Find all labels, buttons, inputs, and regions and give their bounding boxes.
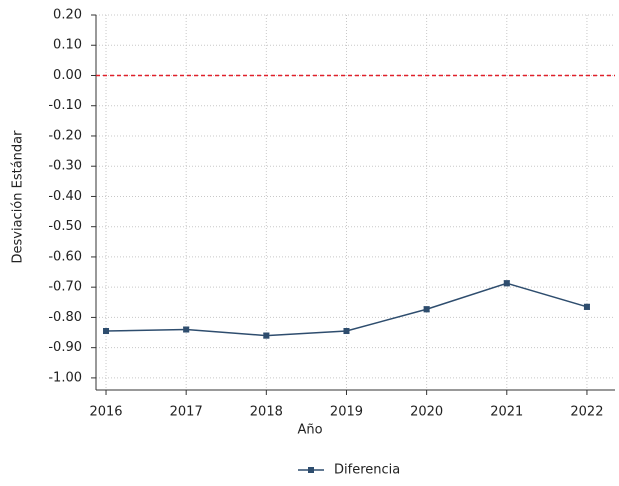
point bbox=[343, 328, 350, 335]
y-tick-label: 0.00 bbox=[53, 68, 82, 83]
legend-label: Diferencia bbox=[334, 463, 400, 478]
y-axis-label: Desviación Estándar bbox=[11, 130, 26, 264]
y-tick-label: 0.10 bbox=[53, 38, 82, 53]
y-tick-label: -0.60 bbox=[48, 249, 82, 264]
y-tick-label: -0.70 bbox=[48, 280, 82, 295]
point bbox=[103, 328, 110, 335]
y-tick-label: 0.20 bbox=[53, 8, 82, 23]
y-tick-label: -0.20 bbox=[48, 128, 82, 143]
x-tick-label: 2021 bbox=[490, 405, 523, 420]
y-tick-label: -0.30 bbox=[48, 159, 82, 174]
x-tick-label: 2016 bbox=[89, 405, 122, 420]
x-axis-label: Año bbox=[297, 423, 322, 438]
point bbox=[503, 280, 510, 287]
x-tick-label: 2018 bbox=[250, 405, 283, 420]
legend-marker bbox=[308, 467, 314, 473]
y-tick-label: -0.80 bbox=[48, 310, 82, 325]
point bbox=[183, 326, 190, 333]
x-tick-label: 2019 bbox=[330, 405, 363, 420]
y-tick-label: -0.50 bbox=[48, 219, 82, 234]
x-tick-label: 2022 bbox=[570, 405, 603, 420]
y-tick-label: -0.40 bbox=[48, 189, 82, 204]
y-tick-label: -1.00 bbox=[48, 370, 82, 385]
x-tick-label: 2020 bbox=[410, 405, 443, 420]
x-tick-label: 2017 bbox=[170, 405, 203, 420]
point bbox=[263, 332, 270, 339]
y-tick-label: -0.10 bbox=[48, 98, 82, 113]
point bbox=[423, 306, 430, 313]
point bbox=[583, 303, 590, 310]
y-tick-label: -0.90 bbox=[48, 340, 82, 355]
